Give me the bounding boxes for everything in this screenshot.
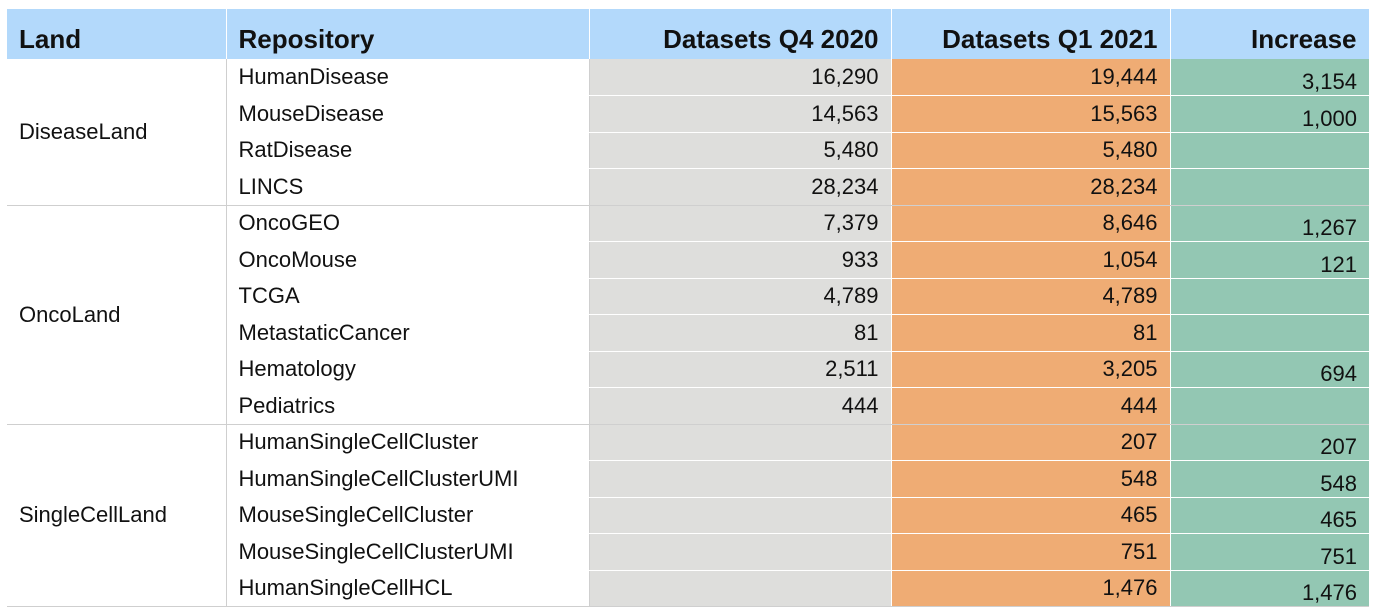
table-row: RatDisease 5,480 5,480 [7, 132, 1369, 169]
repository-cell: HumanDisease [226, 59, 590, 96]
table-row: Hematology 2,511 3,205 694 [7, 351, 1369, 388]
repository-cell: HumanSingleCellCluster [226, 424, 590, 461]
increase-cell: 1,476 [1170, 570, 1369, 607]
increase-cell [1170, 132, 1369, 169]
q1-2021-cell: 5,480 [891, 132, 1171, 169]
table-row: OncoMouse 933 1,054 121 [7, 241, 1369, 279]
q1-2021-cell: 751 [891, 533, 1171, 571]
increase-cell: 3,154 [1170, 59, 1369, 96]
repository-cell: RatDisease [226, 132, 590, 169]
header-q1-2021: Datasets Q1 2021 [891, 9, 1171, 59]
table-row: MouseDisease 14,563 15,563 1,000 [7, 95, 1369, 133]
table-row: DiseaseLand HumanDisease 16,290 19,444 3,154 [7, 59, 1369, 206]
q4-2020-cell: 933 [589, 241, 892, 279]
increase-cell: 751 [1170, 533, 1369, 571]
land-cell: OncoLand [7, 205, 227, 425]
increase-cell: 121 [1170, 241, 1369, 279]
q1-2021-cell: 81 [891, 314, 1171, 352]
q1-2021-cell: 207 [891, 424, 1171, 461]
repository-cell: OncoMouse [226, 241, 590, 279]
repository-cell: MouseSingleCellCluster [226, 497, 590, 534]
q4-2020-cell: 14,563 [589, 95, 892, 133]
header-q4-2020: Datasets Q4 2020 [589, 9, 892, 59]
repository-cell: LINCS [226, 168, 590, 206]
increase-cell: 1,267 [1170, 205, 1369, 242]
q1-2021-cell: 1,054 [891, 241, 1171, 279]
q1-2021-cell: 4,789 [891, 278, 1171, 315]
repository-cell: HumanSingleCellClusterUMI [226, 460, 590, 498]
table-row: HumanSingleCellClusterUMI 548 548 [7, 460, 1369, 498]
q1-2021-cell: 8,646 [891, 205, 1171, 242]
table-row: MouseSingleCellClusterUMI 751 751 [7, 533, 1369, 571]
repository-cell: HumanSingleCellHCL [226, 570, 590, 607]
repository-cell: MouseSingleCellClusterUMI [226, 533, 590, 571]
q4-2020-cell [589, 497, 892, 534]
q1-2021-cell: 1,476 [891, 570, 1171, 607]
q1-2021-cell: 28,234 [891, 168, 1171, 206]
repository-cell: MouseDisease [226, 95, 590, 133]
q4-2020-cell: 16,290 [589, 59, 892, 96]
header-increase: Increase [1170, 9, 1370, 59]
table-row: LINCS 28,234 28,234 [7, 168, 1369, 206]
increase-cell: 465 [1170, 497, 1369, 534]
q1-2021-cell: 3,205 [891, 351, 1171, 388]
header-repository: Repository [226, 9, 590, 59]
q4-2020-cell: 444 [589, 387, 892, 425]
q1-2021-cell: 444 [891, 387, 1171, 425]
table-row: HumanSingleCellHCL 1,476 1,476 [7, 570, 1369, 607]
increase-cell [1170, 314, 1369, 352]
q4-2020-cell [589, 533, 892, 571]
header-row: Land Repository Datasets Q4 2020 Dataset… [7, 9, 1370, 59]
q4-2020-cell: 28,234 [589, 168, 892, 206]
increase-cell: 694 [1170, 351, 1369, 388]
increase-cell [1170, 387, 1369, 425]
table-row: SingleCellLand HumanSingleCellCluster 207 2… [7, 424, 1369, 607]
increase-cell: 207 [1170, 424, 1369, 461]
q4-2020-cell: 7,379 [589, 205, 892, 242]
q4-2020-cell: 4,789 [589, 278, 892, 315]
table-row: TCGA 4,789 4,789 [7, 278, 1369, 315]
increase-cell: 1,000 [1170, 95, 1369, 133]
repository-cell: Hematology [226, 351, 590, 388]
table-row: MouseSingleCellCluster 465 465 [7, 497, 1369, 534]
q4-2020-cell [589, 570, 892, 607]
table-row: Pediatrics 444 444 [7, 387, 1369, 425]
q4-2020-cell: 2,511 [589, 351, 892, 388]
q1-2021-cell: 15,563 [891, 95, 1171, 133]
q1-2021-cell: 465 [891, 497, 1171, 534]
table-row: MetastaticCancer 81 81 [7, 314, 1369, 352]
q4-2020-cell: 5,480 [589, 132, 892, 169]
increase-cell [1170, 278, 1369, 315]
increase-cell [1170, 168, 1369, 206]
datasets-table: Land Repository Datasets Q4 2020 Dataset… [7, 9, 1370, 607]
q4-2020-cell [589, 424, 892, 461]
q1-2021-cell: 19,444 [891, 59, 1171, 96]
header-land: Land [7, 9, 227, 59]
q4-2020-cell [589, 460, 892, 498]
q1-2021-cell: 548 [891, 460, 1171, 498]
increase-cell: 548 [1170, 460, 1369, 498]
repository-cell: MetastaticCancer [226, 314, 590, 352]
land-cell: DiseaseLand [7, 59, 227, 206]
repository-cell: Pediatrics [226, 387, 590, 425]
q4-2020-cell: 81 [589, 314, 892, 352]
table-body: DiseaseLand HumanDisease 16,290 19,444 3,154… [7, 59, 1369, 607]
table-row: OncoLand OncoGEO 7,379 8,646 1,267 [7, 205, 1369, 425]
land-cell: SingleCellLand [7, 424, 227, 607]
repository-cell: OncoGEO [226, 205, 590, 242]
repository-cell: TCGA [226, 278, 590, 315]
